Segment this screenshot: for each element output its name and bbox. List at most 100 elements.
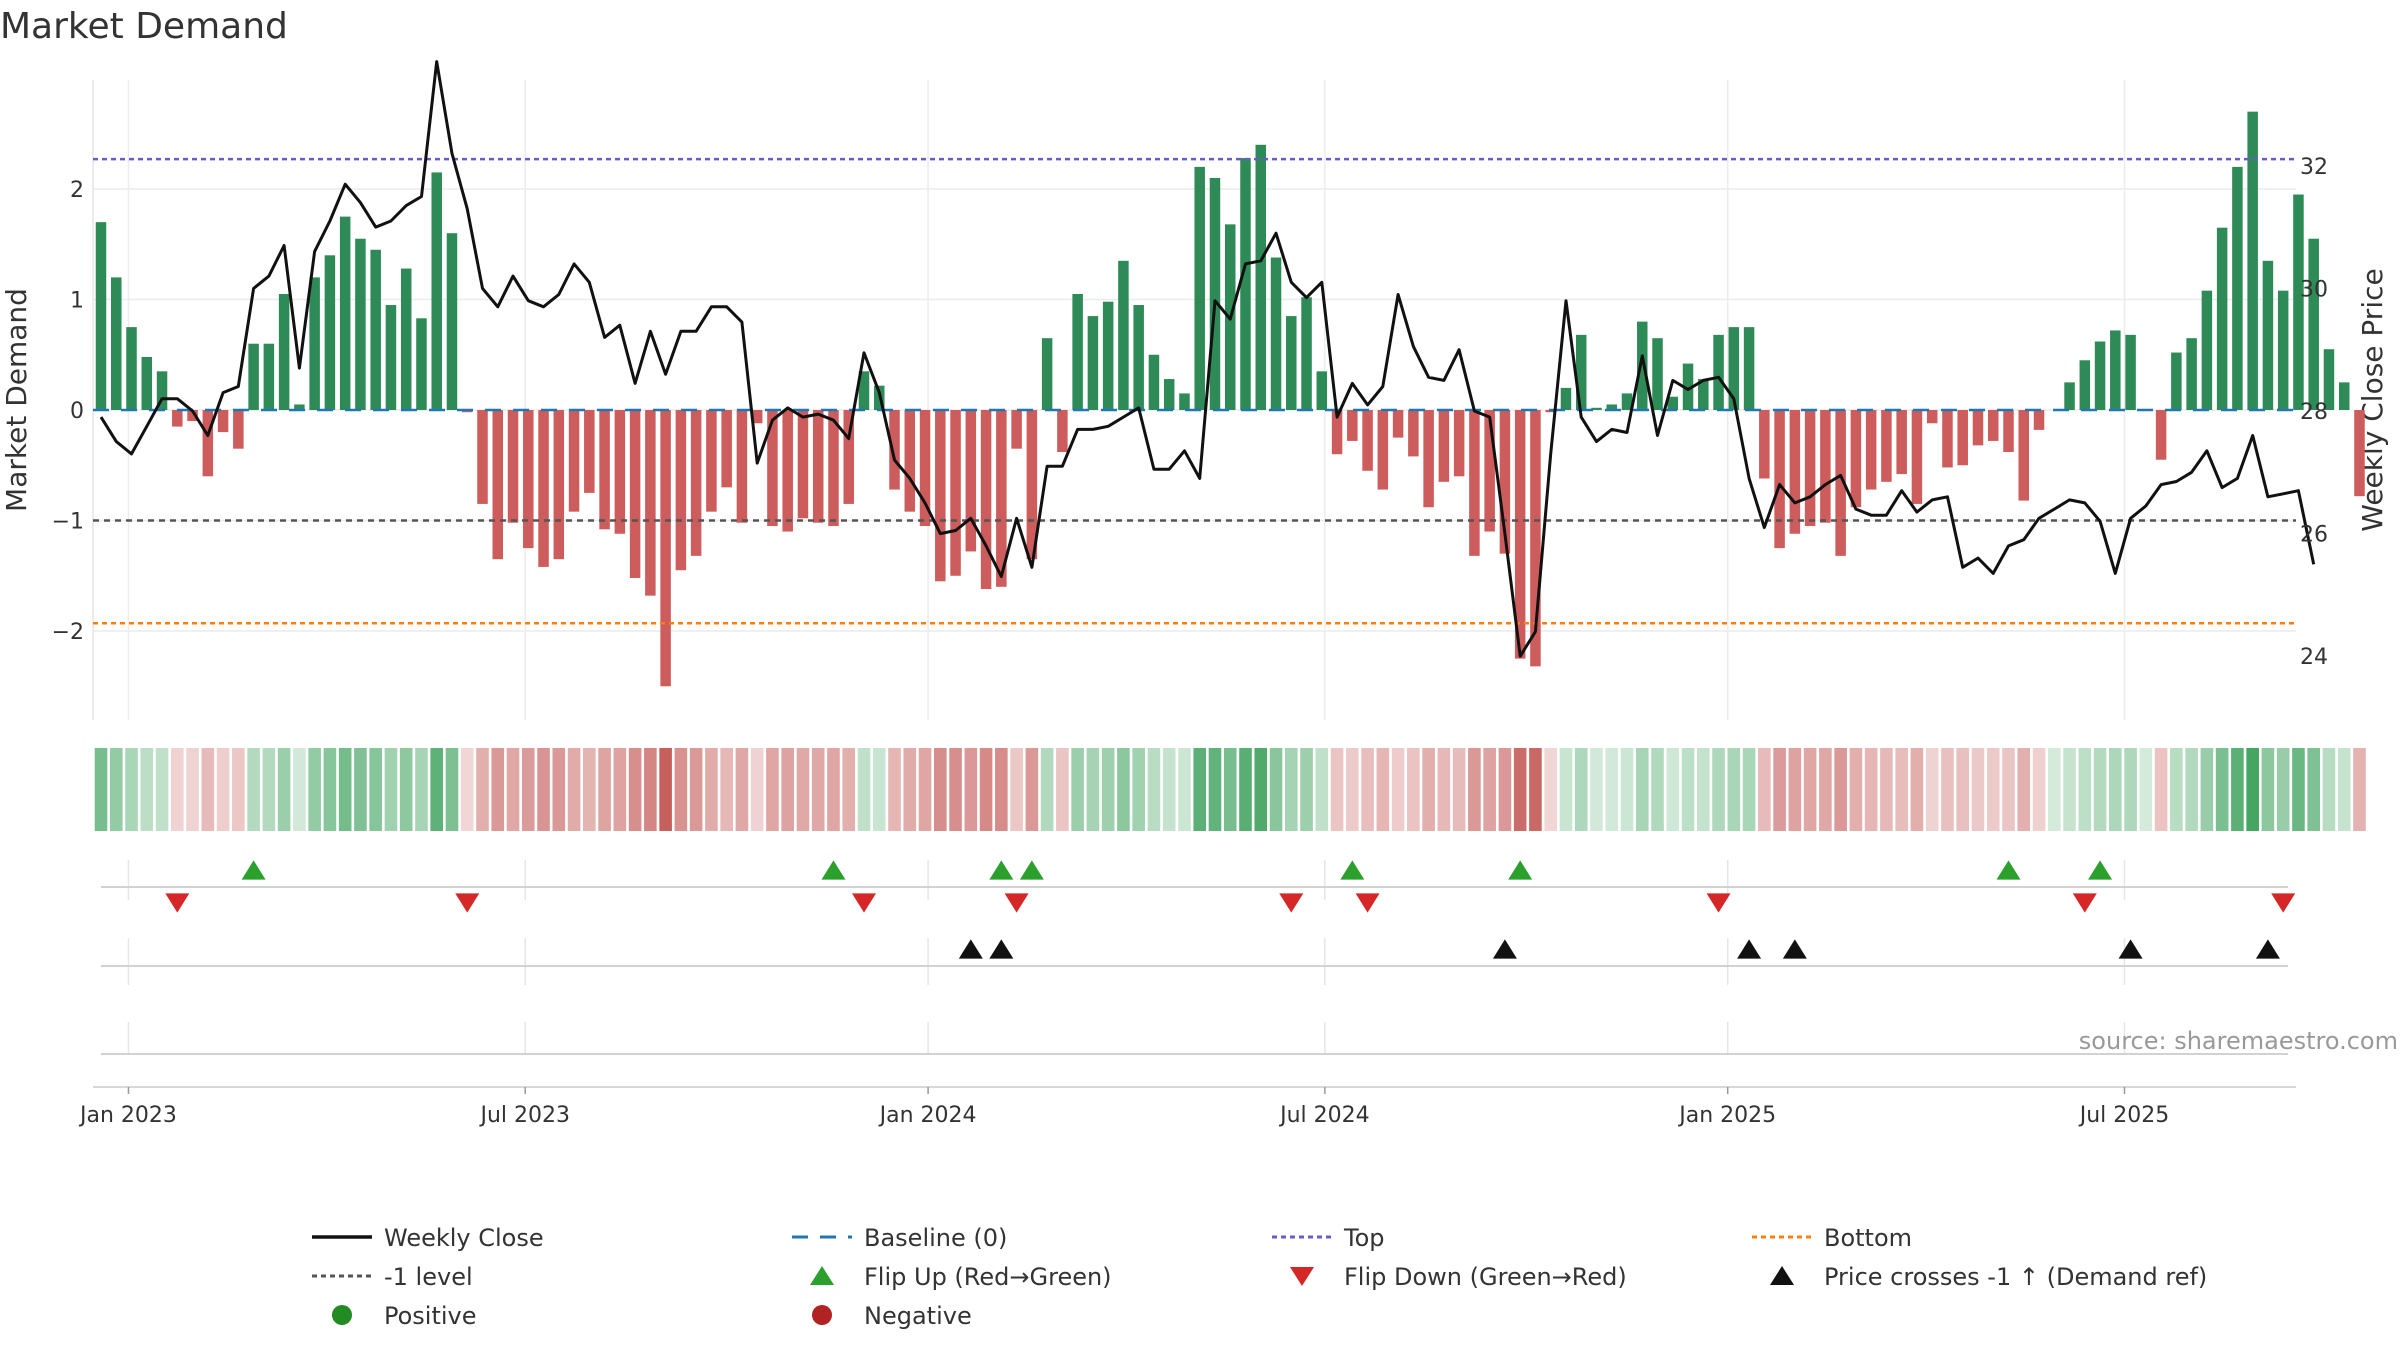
demand-bar [889, 410, 900, 490]
flip-down-marker [2271, 893, 2296, 913]
strip-cell [705, 748, 718, 831]
strip-cell [109, 748, 123, 831]
legend-item: Flip Down (Green→Red) [1290, 1263, 1627, 1291]
strip-cell [1010, 748, 1023, 831]
demand-bar [1774, 410, 1785, 549]
strip-cell [1315, 748, 1329, 831]
demand-bar [111, 277, 122, 410]
strip-cell [521, 748, 535, 831]
strip-cell [567, 748, 581, 831]
y-tick-left: 0 [70, 399, 84, 424]
strip-cell [918, 748, 932, 831]
demand-bar [1942, 410, 1953, 468]
demand-bar [523, 410, 534, 549]
demand-bar [721, 410, 732, 488]
y-tick-left: 2 [70, 178, 84, 203]
demand-bar [278, 293, 290, 410]
demand-bar [1469, 410, 1480, 556]
legend-item: Top [1272, 1224, 1385, 1252]
strip-cell [1193, 748, 1207, 831]
demand-bar [2033, 410, 2045, 430]
strip-cell [2276, 748, 2290, 831]
legend-label: Negative [864, 1302, 972, 1330]
y-ticks: 2 1 0 −1 −2 32 30 28 26 24 [52, 155, 2328, 670]
strip-cell [1254, 748, 1268, 831]
demand-bar [2003, 410, 2014, 452]
demand-bar [431, 172, 442, 410]
strip-cell [430, 748, 444, 831]
price-cross-marker [1492, 939, 1517, 959]
strip-cell [2017, 748, 2031, 831]
flip-down-marker [2072, 893, 2097, 913]
demand-bar [584, 410, 595, 493]
strip-cell [1742, 748, 1756, 831]
demand-bar [2171, 352, 2182, 410]
strip-cell [1819, 748, 1832, 831]
demand-bar [1499, 410, 1511, 554]
reference-lines [93, 157, 2296, 625]
strip-cell [598, 748, 611, 831]
strip-cell [2337, 748, 2351, 831]
legend-label: Flip Up (Red→Green) [864, 1263, 1112, 1291]
demand-bar [1209, 177, 1221, 410]
strip-cell [2124, 748, 2137, 831]
demand-bar [2216, 227, 2228, 410]
demand-bar [477, 410, 488, 504]
demand-bar [1041, 338, 1053, 410]
strip-cell [1849, 748, 1863, 831]
demand-bar [294, 404, 305, 410]
demand-bar [339, 216, 351, 410]
demand-bar [1102, 301, 1114, 410]
strip-cell [1864, 748, 1878, 831]
strip-cell [232, 748, 245, 831]
strip-cell [1635, 748, 1649, 831]
demand-bar [1560, 387, 1572, 410]
demand-bar [2125, 334, 2136, 410]
demand-bar [1423, 410, 1434, 508]
strip-cell [1605, 748, 1619, 831]
demand-bar [1896, 410, 1907, 475]
strip-cell [1620, 748, 1634, 831]
demand-bar [309, 277, 320, 410]
strip-cell [1071, 748, 1084, 831]
strip-cell [1697, 748, 1710, 831]
demand-bar [1652, 338, 1663, 410]
strip-cell [201, 748, 215, 831]
demand-bar [706, 410, 717, 512]
strip-cell [872, 748, 886, 831]
strip-cell [2246, 748, 2259, 831]
strip-cell [1666, 748, 1680, 831]
strip-cell [308, 748, 321, 831]
demand-bar [1591, 407, 1602, 410]
strip-cell [735, 748, 749, 831]
strip-cell [262, 748, 276, 831]
demand-bar [919, 410, 931, 527]
demand-bar [1606, 404, 1617, 410]
demand-bar [2338, 382, 2350, 410]
y-tick-right: 32 [2300, 155, 2328, 180]
demand-bar [1347, 410, 1358, 441]
flip-up-marker [989, 860, 1014, 880]
flip-up-marker [1508, 860, 1533, 880]
demand-bar [1835, 410, 1846, 556]
demand-bar [843, 410, 854, 504]
legend-label: Flip Down (Green→Red) [1344, 1263, 1627, 1291]
demand-bar [645, 410, 656, 596]
strip-cell [293, 748, 306, 831]
strip-cell [720, 748, 733, 831]
strip-cell [903, 748, 917, 831]
strip-cell [2170, 748, 2183, 831]
demand-bar [675, 410, 687, 571]
strip-cell [1452, 748, 1466, 831]
strip-cell [445, 748, 459, 831]
strip-cell [1346, 748, 1359, 831]
strip-cell [1956, 748, 1970, 831]
demand-bar [507, 410, 519, 523]
demand-bar [1301, 297, 1312, 410]
demand-bar [1270, 257, 1282, 410]
demand-bar [1072, 293, 1083, 410]
strip-cell [1498, 748, 1512, 831]
demand-bar [324, 255, 336, 410]
strip-cell [216, 748, 230, 831]
price-cross-marker [1737, 939, 1762, 959]
